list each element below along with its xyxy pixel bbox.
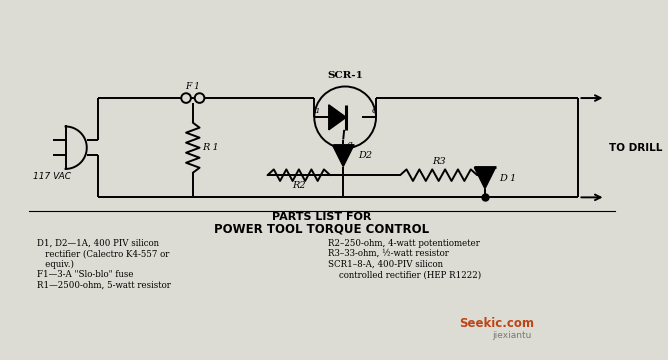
Text: R1—2500-ohm, 5-watt resistor: R1—2500-ohm, 5-watt resistor [37,281,170,290]
Text: 117 VAC: 117 VAC [33,172,71,181]
Text: POWER TOOL TORQUE CONTROL: POWER TOOL TORQUE CONTROL [214,222,430,235]
Polygon shape [329,105,346,130]
Text: c: c [371,105,376,114]
Text: D2: D2 [357,152,372,161]
Text: D 1: D 1 [500,174,516,183]
Text: Seekic.com: Seekic.com [459,316,534,329]
Text: a: a [314,105,319,114]
Text: F1—3-A "Slo-blo" fuse: F1—3-A "Slo-blo" fuse [37,270,133,279]
Text: jiexiantu: jiexiantu [492,331,531,340]
Text: controlled rectifier (HEP R1222): controlled rectifier (HEP R1222) [328,270,481,279]
Text: R3: R3 [432,157,446,166]
Text: R2–250-ohm, 4-watt potentiometer: R2–250-ohm, 4-watt potentiometer [328,239,480,248]
Text: TO DRILL: TO DRILL [609,143,663,153]
Text: D1, D2—1A, 400 PIV silicon: D1, D2—1A, 400 PIV silicon [37,239,158,248]
Text: g: g [347,140,353,149]
Text: R2: R2 [292,181,306,190]
Text: rectifier (Calectro K4-557 or: rectifier (Calectro K4-557 or [37,249,169,258]
Text: SCR1–8-A, 400-PIV silicon: SCR1–8-A, 400-PIV silicon [328,260,443,269]
Polygon shape [474,167,496,189]
Text: SCR-1: SCR-1 [327,71,363,80]
Text: R3–33-ohm, ½-watt resistor: R3–33-ohm, ½-watt resistor [328,249,449,258]
Text: F 1: F 1 [186,82,200,91]
Polygon shape [333,145,354,167]
Text: equiv.): equiv.) [37,260,73,269]
Text: R 1: R 1 [202,143,219,152]
Text: PARTS LIST FOR: PARTS LIST FOR [273,212,371,222]
